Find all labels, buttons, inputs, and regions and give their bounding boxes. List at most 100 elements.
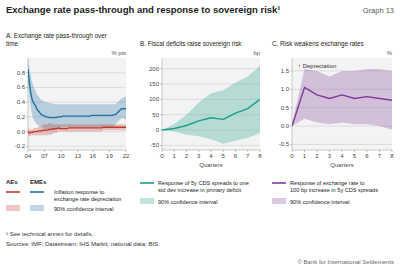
y-tick-label: 100 [149, 96, 160, 102]
legend: AEsEMEsInflation response toexchange rat… [6, 179, 121, 212]
grid-line [28, 146, 126, 147]
x-tick-label: 7 [246, 153, 250, 159]
x-tick-label: 2 [315, 153, 319, 159]
x-tick-label: 0 [290, 153, 294, 159]
x-tick [211, 150, 212, 152]
y-tick-label: 1.0 [281, 86, 290, 92]
plot-data [292, 69, 392, 130]
x-tick-label: 8 [390, 153, 394, 159]
chart-root: Exchange rate pass-through and response … [0, 0, 400, 270]
x-tick [292, 150, 293, 152]
x-axis-label: Quarters [199, 162, 222, 168]
legend: Response of exchange rate to100 bp incre… [272, 180, 378, 205]
x-tick-label: 10 [58, 153, 65, 159]
x-tick [198, 150, 199, 152]
response-line [162, 99, 260, 130]
y-tick-label: 0 [156, 127, 160, 133]
x-tick [235, 150, 236, 152]
y-tick-label: -50 [150, 142, 159, 148]
x-tick-label: 1 [173, 153, 177, 159]
confidence-band [28, 123, 126, 137]
y-tick-label: 150 [149, 81, 160, 87]
y-tick-label: -0.2 [15, 143, 26, 149]
y-tick-label: 0.2 [17, 114, 26, 120]
response-line [28, 127, 126, 133]
legend-label: Response of 5y CDS spreads to onestd dev… [158, 180, 249, 193]
grid-line [28, 87, 126, 88]
y-tick-label: 0.5 [281, 105, 290, 111]
x-tick [223, 150, 224, 152]
x-tick [109, 150, 110, 152]
plot-background [292, 58, 392, 150]
legend-label: Response of exchange rate to100 bp incre… [290, 180, 378, 193]
y-tick-label: 50 [152, 112, 159, 118]
x-tick [260, 150, 261, 152]
x-tick [61, 150, 62, 152]
x-tick-label: 04 [25, 153, 32, 159]
x-tick [44, 150, 45, 152]
legend-swatch-band [272, 198, 286, 204]
footnote: Sources: IMF; Datastream; IHS Markit; na… [6, 241, 160, 247]
x-tick [392, 150, 393, 152]
footnote: ¹ See technical annex for details. [6, 231, 93, 237]
grid-line [292, 126, 392, 127]
y-tick-label: 1.5 [281, 68, 290, 74]
panel: C. Risk weakens exchange rates%-0.50.00.… [272, 40, 394, 205]
x-axis-line [28, 150, 126, 151]
legend-swatch-line [140, 182, 154, 184]
x-tick-label: 4 [209, 153, 213, 159]
x-tick-label: 5 [222, 153, 226, 159]
x-tick [28, 150, 29, 152]
x-tick [304, 150, 305, 152]
y-axis-unit: % [387, 50, 392, 56]
x-tick-label: 3 [197, 153, 201, 159]
legend-swatch-line [30, 191, 44, 193]
response-line [28, 69, 126, 118]
panel-title: A. Exchange rate pass-through overtime [6, 32, 107, 47]
x-tick [354, 150, 355, 152]
confidence-band [28, 58, 126, 130]
x-tick-label: 07 [41, 153, 48, 159]
x-axis-label: Quarters [330, 162, 353, 168]
plot-data [28, 58, 126, 137]
x-tick-label: 8 [258, 153, 262, 159]
x-tick-label: 5 [353, 153, 357, 159]
grid-line [162, 145, 260, 146]
x-tick-label: 4 [340, 153, 344, 159]
x-tick-label: 19 [106, 153, 113, 159]
x-tick-label: 22 [123, 153, 130, 159]
background [0, 0, 400, 270]
graph-label: Graph 13 [363, 6, 394, 15]
plot-background [28, 58, 126, 150]
legend-swatch-line [272, 182, 286, 184]
x-tick-label: 3 [328, 153, 332, 159]
panel: A. Exchange rate pass-through overtime % … [6, 32, 130, 212]
legend-label: 90% confidence interval [54, 206, 113, 212]
y-tick-label: -0.5 [279, 141, 290, 147]
x-tick-label: 13 [74, 153, 81, 159]
y-axis-unit: % pts [112, 50, 127, 56]
panel-title: B. Fiscal deficits raise sovereign risk [140, 40, 242, 48]
grid-line [292, 144, 392, 145]
y-axis-line [292, 58, 293, 150]
grid-line [162, 68, 260, 69]
x-tick [317, 150, 318, 152]
x-tick-label: 16 [89, 153, 96, 159]
panel-title: C. Risk weakens exchange rates [272, 40, 364, 48]
y-tick-label: 0.8 [17, 70, 26, 76]
x-tick [77, 150, 78, 152]
response-line [292, 87, 392, 126]
x-tick [367, 150, 368, 152]
grid-line [28, 72, 126, 73]
legend-header: EMEs [30, 179, 47, 185]
y-tick-label: 0.0 [17, 129, 26, 135]
plot-data [162, 66, 260, 144]
plot-background [162, 58, 260, 150]
legend-header: AEs [6, 179, 18, 185]
x-tick [162, 150, 163, 152]
x-tick [379, 150, 380, 152]
confidence-band [162, 66, 260, 144]
legend-swatch-band [6, 205, 20, 211]
y-tick-label: 200 [149, 66, 160, 72]
confidence-band [292, 69, 392, 130]
